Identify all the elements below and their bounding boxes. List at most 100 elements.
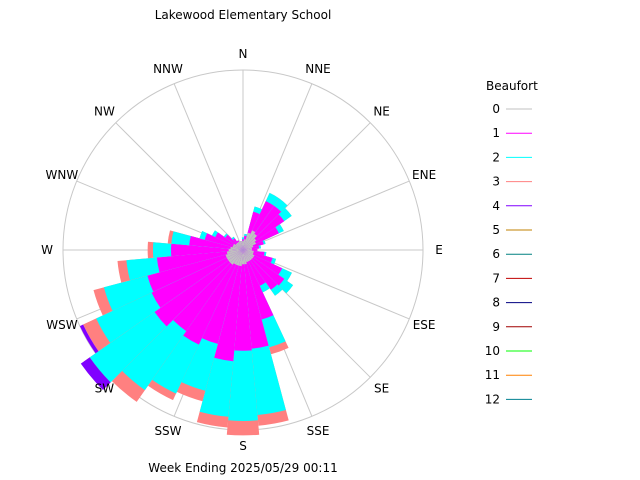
sector-band-beaufort-0 [235, 243, 243, 250]
legend-label: 4 [492, 199, 500, 213]
direction-label-nne: NNE [305, 62, 331, 76]
sector-band-beaufort-1 [156, 250, 243, 273]
sector-band-beaufort-0 [239, 241, 243, 250]
sector-210 [148, 250, 243, 401]
legend-entry: 1 [492, 126, 532, 140]
sector-band-beaufort-1 [201, 250, 243, 344]
direction-label-sse: SSE [307, 424, 330, 438]
sector-band-beaufort-0 [243, 250, 249, 263]
legend-entry: 9 [492, 320, 532, 334]
sector-band-beaufort-0 [243, 250, 252, 261]
sector-310 [223, 233, 243, 250]
direction-label-ese: ESE [413, 318, 436, 332]
sector-band-beaufort-0 [233, 243, 243, 250]
sector-band-beaufort-1 [243, 250, 278, 290]
legend-label: 5 [492, 223, 500, 237]
sector-band-beaufort-0 [226, 250, 243, 261]
sector-110 [243, 250, 276, 265]
direction-label-n: N [239, 47, 248, 61]
direction-label-nw: NW [94, 104, 115, 118]
legend-entry: 0 [492, 102, 532, 116]
sector-band-beaufort-0 [243, 250, 254, 259]
grid-spoke [173, 83, 244, 251]
sector-band-beaufort-0 [243, 245, 254, 250]
sector-band-beaufort-4 [80, 357, 111, 390]
sector-band-beaufort-4 [79, 324, 99, 354]
legend-entry: 8 [492, 296, 532, 310]
legend-label: 6 [492, 247, 500, 261]
sector-band-beaufort-0 [243, 241, 257, 250]
sector-band-beaufort-1 [171, 243, 243, 257]
legend-entry: 7 [492, 271, 532, 285]
sector-40 [243, 198, 288, 250]
sector-200 [176, 250, 243, 402]
sector-0 [241, 237, 245, 250]
direction-label-nnw: NNW [153, 62, 183, 76]
sector-band-beaufort-1 [151, 250, 243, 308]
sector-300 [212, 230, 243, 250]
sector-band-beaufort-0 [228, 250, 243, 263]
sector-band-beaufort-1 [243, 250, 285, 286]
sector-band-beaufort-0 [241, 250, 245, 265]
sector-band-beaufort-0 [242, 240, 244, 250]
sector-band-beaufort-0 [243, 239, 246, 250]
sector-band-beaufort-0 [243, 233, 257, 250]
sector-220 [111, 250, 244, 402]
grid-spoke [242, 180, 410, 251]
sector-band-beaufort-0 [243, 250, 254, 255]
legend-title: Beaufort [486, 79, 538, 93]
sector-band-beaufort-0 [228, 248, 243, 252]
sector-120 [243, 250, 292, 281]
legend-label: 10 [485, 344, 500, 358]
legend-entry: 10 [485, 344, 532, 358]
legend-entry: 2 [492, 150, 532, 164]
sector-60 [243, 224, 284, 250]
legend-label: 0 [492, 102, 500, 116]
sector-190 [196, 250, 243, 428]
legend-label: 7 [492, 271, 500, 285]
sector-band-beaufort-0 [243, 232, 251, 250]
sector-band-beaufort-0 [243, 250, 247, 265]
sector-band-beaufort-0 [233, 250, 243, 265]
chart-footer: Week Ending 2025/05/29 00:11 [148, 461, 337, 475]
direction-label-wsw: WSW [46, 318, 77, 332]
sector-130 [243, 250, 294, 294]
legend-entry: 12 [485, 392, 532, 406]
sector-band-beaufort-0 [230, 250, 243, 265]
sector-70 [243, 240, 266, 250]
sector-band-beaufort-1 [214, 250, 243, 362]
direction-labels: N NNE NE ENE E ESE SE SSE S SSW SW WSW W WNW NW NNW [41, 47, 443, 453]
sector-230 [83, 250, 243, 388]
sector-band-beaufort-1 [189, 236, 243, 250]
sector-330 [236, 240, 243, 250]
chart-title: Lakewood Elementary School [155, 8, 332, 22]
sector-band-beaufort-1 [243, 250, 274, 320]
direction-label-wnw: WNW [46, 168, 79, 182]
direction-label-ssw: SSW [154, 424, 181, 438]
sector-band-beaufort-1 [234, 250, 252, 351]
legend-entry: 5 [492, 223, 532, 237]
direction-label-ne: NE [373, 104, 390, 118]
sector-280 [167, 230, 243, 250]
grid-spoke [115, 122, 244, 251]
direction-label-se: SE [374, 382, 389, 396]
legend-label: 1 [492, 126, 500, 140]
legend-label: 11 [485, 368, 500, 382]
sector-90 [243, 248, 258, 252]
wind-sectors [79, 192, 294, 436]
sector-band-beaufort-0 [238, 250, 243, 267]
sector-30 [243, 192, 280, 250]
sector-band-beaufort-0 [232, 245, 243, 250]
legend-entry: 6 [492, 247, 532, 261]
sector-150 [243, 250, 270, 293]
direction-label-ene: ENE [412, 168, 436, 182]
sector-50 [243, 208, 292, 250]
sector-band-beaufort-0 [230, 246, 243, 250]
sector-350 [240, 241, 243, 250]
legend-label: 3 [492, 175, 500, 189]
sector-band-beaufort-1 [154, 250, 243, 327]
sector-band-beaufort-0 [243, 238, 257, 250]
sector-250 [93, 250, 244, 316]
